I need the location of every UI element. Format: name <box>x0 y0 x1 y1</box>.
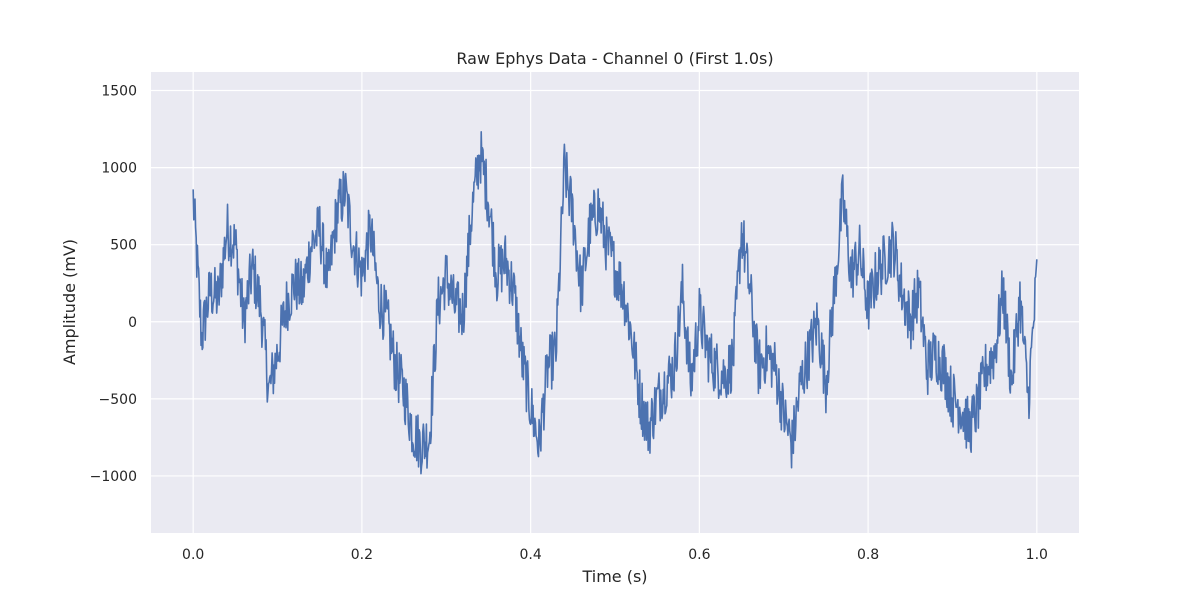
series-layer <box>192 131 1038 475</box>
x-tick-label: 0.6 <box>688 547 710 563</box>
y-tick-label: 1000 <box>101 161 137 177</box>
x-tick-labels: 0.0 0.2 0.4 0.6 0.8 1.0 <box>182 547 1048 563</box>
x-tick-label: 0.4 <box>520 547 542 563</box>
y-tick-label: 1500 <box>101 84 137 100</box>
y-tick-labels: −1000 −500 0 500 1000 1500 <box>90 84 137 485</box>
y-tick-label: −1000 <box>90 469 137 485</box>
y-grid <box>151 89 1079 477</box>
x-tick-label: 0.2 <box>351 547 373 563</box>
x-tick-label: 1.0 <box>1026 547 1048 563</box>
y-axis-label: Amplitude (mV) <box>60 239 79 365</box>
chart-title: Raw Ephys Data - Channel 0 (First 1.0s) <box>456 49 773 68</box>
x-tick-label: 0.0 <box>182 547 204 563</box>
y-tick-label: −500 <box>99 392 137 408</box>
y-tick-label: 0 <box>128 315 137 331</box>
x-tick-label: 0.8 <box>857 547 879 563</box>
x-axis-label: Time (s) <box>581 567 647 586</box>
series-line <box>192 131 1038 475</box>
y-tick-label: 500 <box>110 238 137 254</box>
plot-background <box>151 72 1079 533</box>
